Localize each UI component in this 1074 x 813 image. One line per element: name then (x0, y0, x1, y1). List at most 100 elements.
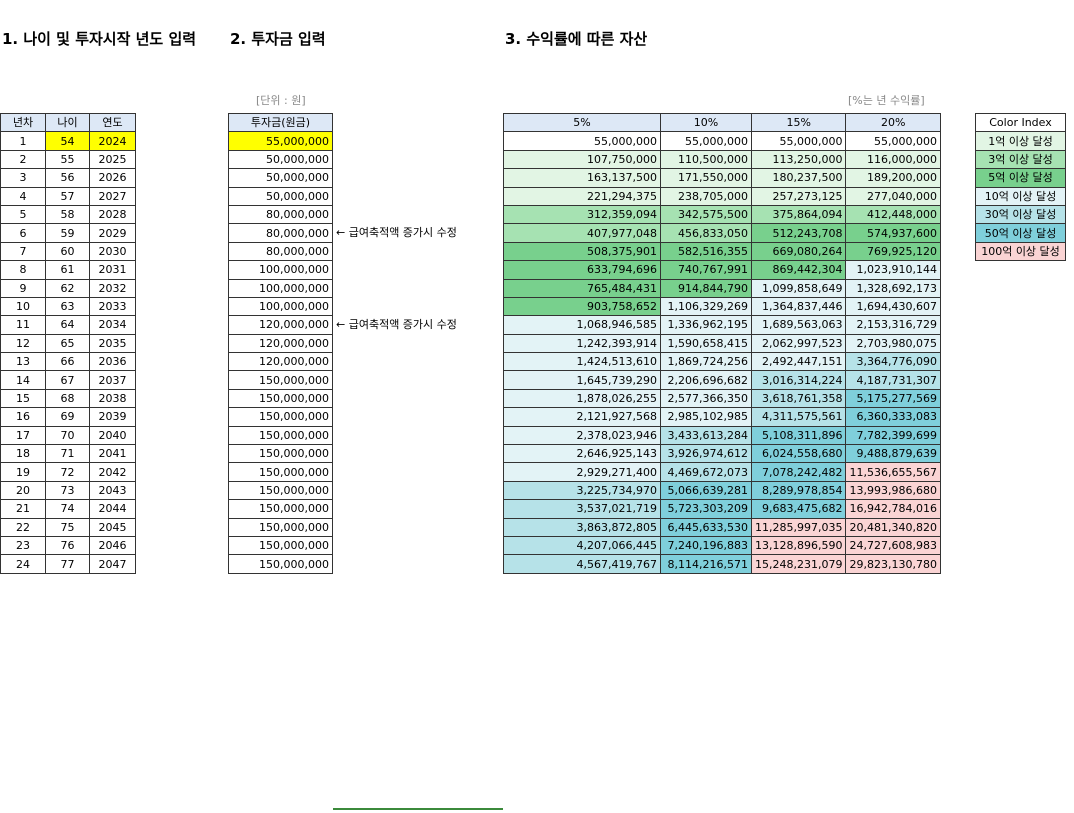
asset-value-cell[interactable]: 512,243,708 (750, 223, 847, 243)
asset-value-cell[interactable]: 1,242,393,914 (503, 333, 661, 354)
column-header[interactable]: 연도 (89, 112, 136, 133)
asset-value-cell[interactable]: 2,206,696,682 (660, 370, 752, 390)
year-cell[interactable]: 2042 (89, 462, 136, 482)
age-cell[interactable]: 62 (45, 278, 90, 298)
asset-value-cell[interactable]: 8,289,978,854 (750, 480, 847, 501)
asset-value-cell[interactable]: 24,727,608,983 (845, 535, 941, 556)
asset-value-cell[interactable]: 3,016,314,224 (750, 370, 847, 390)
investment-cell[interactable]: 150,000,000 (228, 407, 333, 427)
year-cell[interactable]: 2047 (89, 554, 136, 574)
investment-cell[interactable]: 50,000,000 (228, 186, 333, 206)
legend-item[interactable]: 10억 이상 달성 (975, 186, 1066, 206)
year-index-cell[interactable]: 3 (0, 168, 46, 188)
asset-value-cell[interactable]: 1,023,910,144 (845, 260, 941, 280)
asset-value-cell[interactable]: 2,985,102,985 (660, 407, 752, 427)
asset-value-cell[interactable]: 2,153,316,729 (845, 315, 941, 335)
year-cell[interactable]: 2043 (89, 480, 136, 501)
asset-value-cell[interactable]: 29,823,130,780 (845, 554, 941, 574)
asset-value-cell[interactable]: 1,869,724,256 (660, 352, 752, 372)
age-cell[interactable]: 55 (45, 149, 90, 170)
investment-cell[interactable]: 150,000,000 (228, 535, 333, 556)
year-cell[interactable]: 2045 (89, 517, 136, 537)
asset-value-cell[interactable]: 1,590,658,415 (660, 333, 752, 354)
year-index-cell[interactable]: 9 (0, 278, 46, 298)
year-cell[interactable]: 2036 (89, 352, 136, 372)
year-index-cell[interactable]: 18 (0, 444, 46, 464)
year-index-cell[interactable]: 8 (0, 260, 46, 280)
asset-value-cell[interactable]: 869,442,304 (750, 260, 847, 280)
age-cell[interactable]: 63 (45, 296, 90, 317)
asset-value-cell[interactable]: 107,750,000 (503, 149, 661, 170)
age-cell[interactable]: 60 (45, 241, 90, 262)
asset-value-cell[interactable]: 3,225,734,970 (503, 480, 661, 501)
asset-value-cell[interactable]: 2,929,271,400 (503, 462, 661, 482)
year-cell[interactable]: 2028 (89, 204, 136, 225)
asset-value-cell[interactable]: 633,794,696 (503, 260, 661, 280)
year-cell[interactable]: 2038 (89, 388, 136, 409)
asset-value-cell[interactable]: 55,000,000 (660, 131, 752, 151)
asset-value-cell[interactable]: 375,864,094 (750, 204, 847, 225)
age-cell[interactable]: 72 (45, 462, 90, 482)
investment-cell[interactable]: 80,000,000 (228, 241, 333, 262)
year-index-cell[interactable]: 12 (0, 333, 46, 354)
asset-value-cell[interactable]: 342,575,500 (660, 204, 752, 225)
investment-cell[interactable]: 55,000,000 (228, 131, 333, 151)
age-cell[interactable]: 61 (45, 260, 90, 280)
year-cell[interactable]: 2031 (89, 260, 136, 280)
asset-value-cell[interactable]: 903,758,652 (503, 296, 661, 317)
year-cell[interactable]: 2030 (89, 241, 136, 262)
asset-value-cell[interactable]: 5,108,311,896 (750, 425, 847, 446)
asset-value-cell[interactable]: 3,618,761,358 (750, 388, 847, 409)
asset-value-cell[interactable]: 4,187,731,307 (845, 370, 941, 390)
legend-item[interactable]: 30억 이상 달성 (975, 204, 1066, 225)
asset-value-cell[interactable]: 16,942,784,016 (845, 499, 941, 519)
asset-value-cell[interactable]: 2,121,927,568 (503, 407, 661, 427)
year-cell[interactable]: 2044 (89, 499, 136, 519)
asset-value-cell[interactable]: 180,237,500 (750, 168, 847, 188)
legend-item[interactable]: 5억 이상 달성 (975, 168, 1066, 188)
investment-cell[interactable]: 100,000,000 (228, 296, 333, 317)
investment-cell[interactable]: 120,000,000 (228, 315, 333, 335)
asset-value-cell[interactable]: 3,433,613,284 (660, 425, 752, 446)
age-cell[interactable]: 70 (45, 425, 90, 446)
year-index-cell[interactable]: 2 (0, 149, 46, 170)
investment-cell[interactable]: 100,000,000 (228, 260, 333, 280)
year-index-cell[interactable]: 15 (0, 388, 46, 409)
asset-value-cell[interactable]: 574,937,600 (845, 223, 941, 243)
year-index-cell[interactable]: 11 (0, 315, 46, 335)
asset-value-cell[interactable]: 914,844,790 (660, 278, 752, 298)
rate-header[interactable]: 10% (660, 112, 752, 133)
investment-cell[interactable]: 150,000,000 (228, 462, 333, 482)
age-cell[interactable]: 66 (45, 352, 90, 372)
year-index-cell[interactable]: 20 (0, 480, 46, 501)
year-index-cell[interactable]: 13 (0, 352, 46, 372)
asset-value-cell[interactable]: 7,782,399,699 (845, 425, 941, 446)
year-cell[interactable]: 2035 (89, 333, 136, 354)
asset-value-cell[interactable]: 13,128,896,590 (750, 535, 847, 556)
year-index-cell[interactable]: 1 (0, 131, 46, 151)
age-cell[interactable]: 57 (45, 186, 90, 206)
asset-value-cell[interactable]: 1,694,430,607 (845, 296, 941, 317)
asset-value-cell[interactable]: 456,833,050 (660, 223, 752, 243)
year-index-cell[interactable]: 7 (0, 241, 46, 262)
asset-value-cell[interactable]: 163,137,500 (503, 168, 661, 188)
year-index-cell[interactable]: 4 (0, 186, 46, 206)
investment-cell[interactable]: 150,000,000 (228, 480, 333, 501)
year-index-cell[interactable]: 10 (0, 296, 46, 317)
asset-value-cell[interactable]: 1,106,329,269 (660, 296, 752, 317)
investment-cell[interactable]: 100,000,000 (228, 278, 333, 298)
year-cell[interactable]: 2029 (89, 223, 136, 243)
investment-cell[interactable]: 80,000,000 (228, 223, 333, 243)
year-cell[interactable]: 2032 (89, 278, 136, 298)
asset-value-cell[interactable]: 769,925,120 (845, 241, 941, 262)
year-cell[interactable]: 2040 (89, 425, 136, 446)
year-index-cell[interactable]: 23 (0, 535, 46, 556)
asset-value-cell[interactable]: 1,336,962,195 (660, 315, 752, 335)
asset-value-cell[interactable]: 13,993,986,680 (845, 480, 941, 501)
year-index-cell[interactable]: 24 (0, 554, 46, 574)
investment-cell[interactable]: 150,000,000 (228, 499, 333, 519)
asset-value-cell[interactable]: 8,114,216,571 (660, 554, 752, 574)
asset-value-cell[interactable]: 55,000,000 (750, 131, 847, 151)
asset-value-cell[interactable]: 5,175,277,569 (845, 388, 941, 409)
asset-value-cell[interactable]: 3,863,872,805 (503, 517, 661, 537)
